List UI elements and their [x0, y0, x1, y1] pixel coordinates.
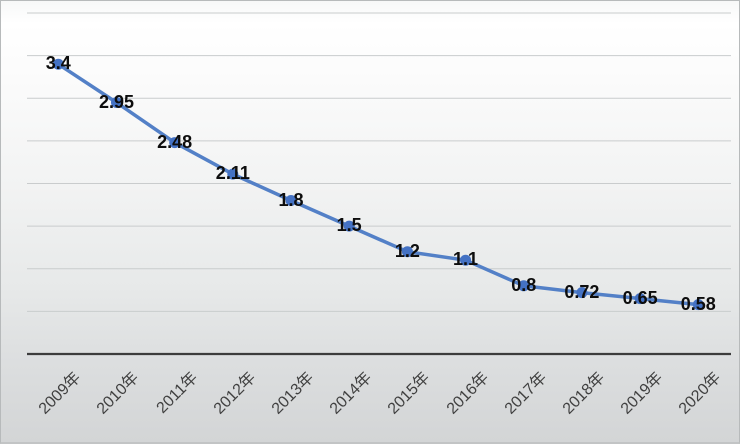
data-point-marker[interactable]	[111, 97, 122, 108]
data-label: 1.2	[394, 240, 420, 261]
data-label: 3.4	[45, 53, 71, 74]
data-label: 0.65	[622, 287, 658, 308]
data-point-marker[interactable]	[52, 58, 64, 70]
data-label: 0.58	[680, 293, 716, 314]
data-point-marker[interactable]	[343, 220, 355, 232]
data-point-marker[interactable]	[285, 195, 297, 206]
data-label: 0.8	[511, 274, 537, 295]
data-label: 2.11	[215, 163, 250, 184]
data-point-marker[interactable]	[518, 280, 530, 292]
data-point-marker[interactable]	[634, 293, 646, 305]
data-label: 0.72	[564, 281, 600, 302]
series-line	[56, 62, 701, 307]
data-point-marker[interactable]	[576, 287, 588, 299]
data-point-marker[interactable]	[460, 254, 472, 266]
data-label: 2.48	[157, 131, 193, 152]
data-label: 1.5	[336, 215, 362, 236]
data-point-marker[interactable]	[401, 246, 413, 258]
data-point-marker[interactable]	[169, 137, 181, 149]
data-label: 1.1	[453, 249, 479, 270]
data-point-marker[interactable]	[692, 299, 704, 311]
data-label: 2.95	[98, 91, 134, 112]
data-point-marker[interactable]	[227, 168, 239, 180]
data-label: 1.8	[278, 189, 304, 210]
